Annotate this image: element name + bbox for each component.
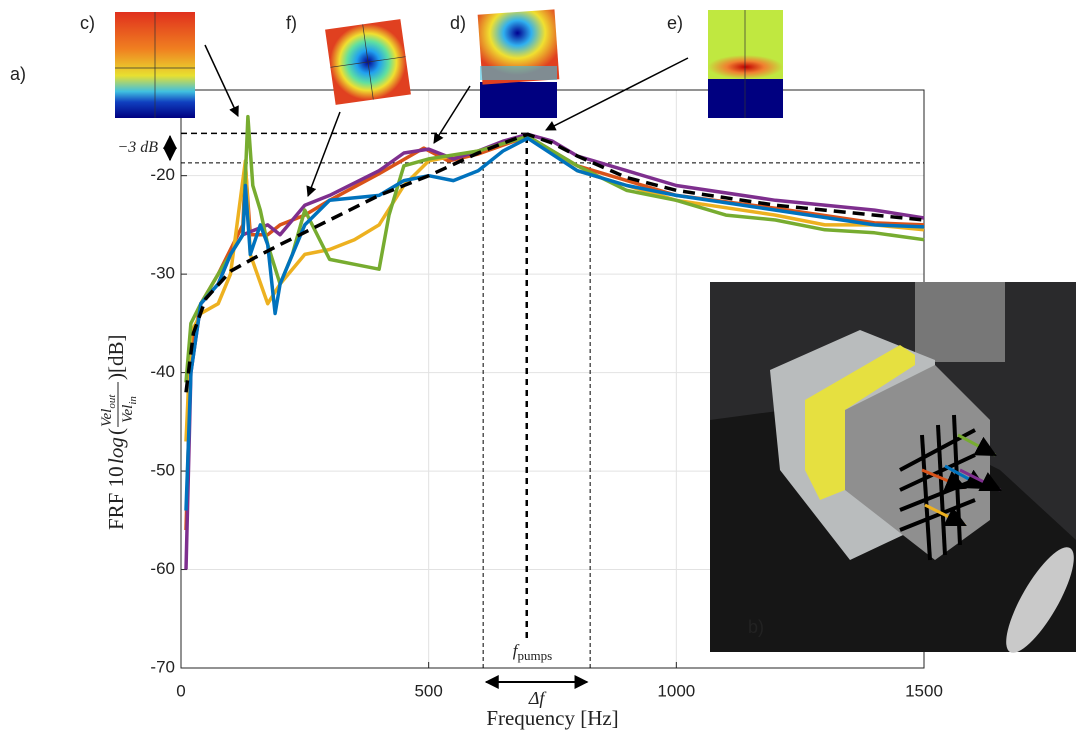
f-symbol: f [513,641,520,660]
y-label-prefix: FRF 10 [104,466,128,530]
x-tick-label: 1500 [905,681,943,700]
mode-arrows [204,44,689,197]
y-label-suffix: )[dB] [104,335,128,381]
x-tick-label: 1000 [657,681,695,700]
panel-label: c) [80,13,95,33]
mode-shape-e [708,10,783,118]
y-label-den-base: Vel [120,405,136,423]
panel-label: a) [10,64,26,84]
y-tick-label: -40 [150,362,175,381]
f-pumps-label: fpumps [513,641,552,663]
x-tick-label: 0 [176,681,185,700]
y-tick-label: -30 [150,264,175,283]
y-tick-label: -60 [150,559,175,578]
db-label: −3 dB [117,139,158,156]
y-tick-label: -20 [150,165,175,184]
y-tick-label: -50 [150,461,175,480]
mode-shape-c [115,12,195,118]
y-label-num: Velout [99,394,117,427]
y-label-den-sub: in [127,396,139,405]
delta-f-label: Δf [528,688,548,708]
panel-label: b) [748,617,764,637]
panel-label: e) [667,13,683,33]
y-label-num-base: Vel [99,409,115,427]
panel-label: f) [286,13,297,33]
y-label-open: ( [104,428,128,435]
measured-line [184,136,925,511]
f-sub: pumps [517,648,552,663]
model-line [184,132,925,393]
y-tick-label: -70 [150,657,175,676]
y-label-num-sub: out [106,394,118,409]
mode-shape-d [477,9,560,118]
mode-shape-f [325,19,411,105]
x-axis-label: Frequency [Hz] [486,706,618,730]
photo-inset [710,282,1076,653]
panel-label: d) [450,13,466,33]
y-label-fn: log [104,437,128,464]
y-label-den: Velin [120,396,138,423]
x-tick-label: 500 [414,681,442,700]
